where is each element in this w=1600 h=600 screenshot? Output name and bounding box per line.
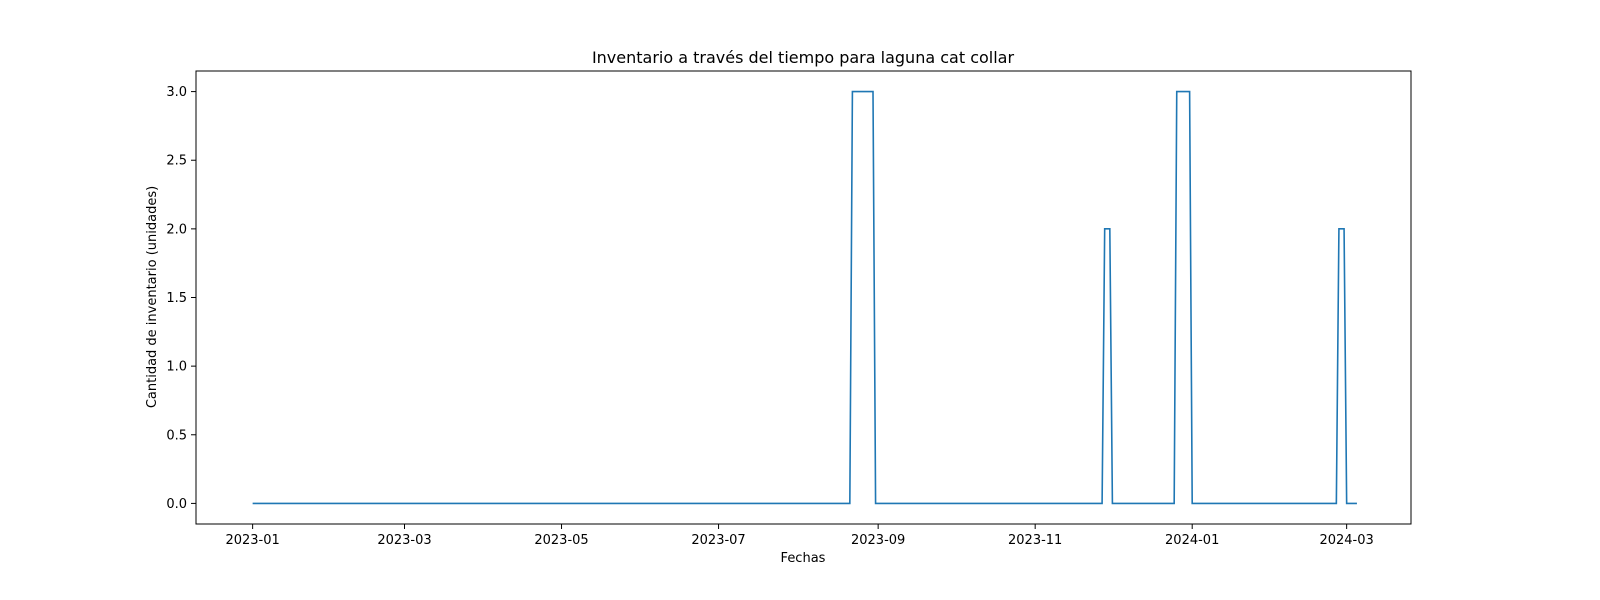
y-tick-label: 1.0: [166, 360, 187, 375]
x-tick-label: 2024-01: [1165, 533, 1219, 548]
x-tick-label: 2023-09: [851, 533, 905, 548]
x-axis-label: Fechas: [781, 551, 826, 566]
x-tick-label: 2023-05: [534, 533, 588, 548]
chart-title: Inventario a través del tiempo para lagu…: [592, 48, 1015, 67]
y-tick-label: 3.0: [166, 85, 187, 100]
y-tick-label: 0.5: [166, 428, 187, 443]
y-tick-label: 0.0: [166, 497, 187, 512]
x-tick-label: 2023-07: [691, 533, 745, 548]
y-tick-label: 1.5: [166, 291, 187, 306]
x-tick-label: 2023-01: [225, 533, 279, 548]
plot-area-frame: [195, 70, 1412, 525]
series-line-inventory: [252, 90, 1357, 505]
y-axis-label: Cantidad de inventario (unidades): [145, 186, 160, 408]
y-tick-label: 2.0: [166, 222, 187, 237]
x-tick-label: 2023-03: [377, 533, 431, 548]
x-tick-label: 2024-03: [1319, 533, 1373, 548]
x-axis-ticks: 2023-01 2023-03 2023-05 2023-07 2023-09 2023-…: [225, 524, 1374, 548]
x-tick-label: 2023-11: [1008, 533, 1062, 548]
y-axis-ticks: 0.0 0.5 1.0 1.5 2.0 2.5 3.0: [166, 85, 196, 512]
y-tick-label: 2.5: [166, 154, 187, 169]
